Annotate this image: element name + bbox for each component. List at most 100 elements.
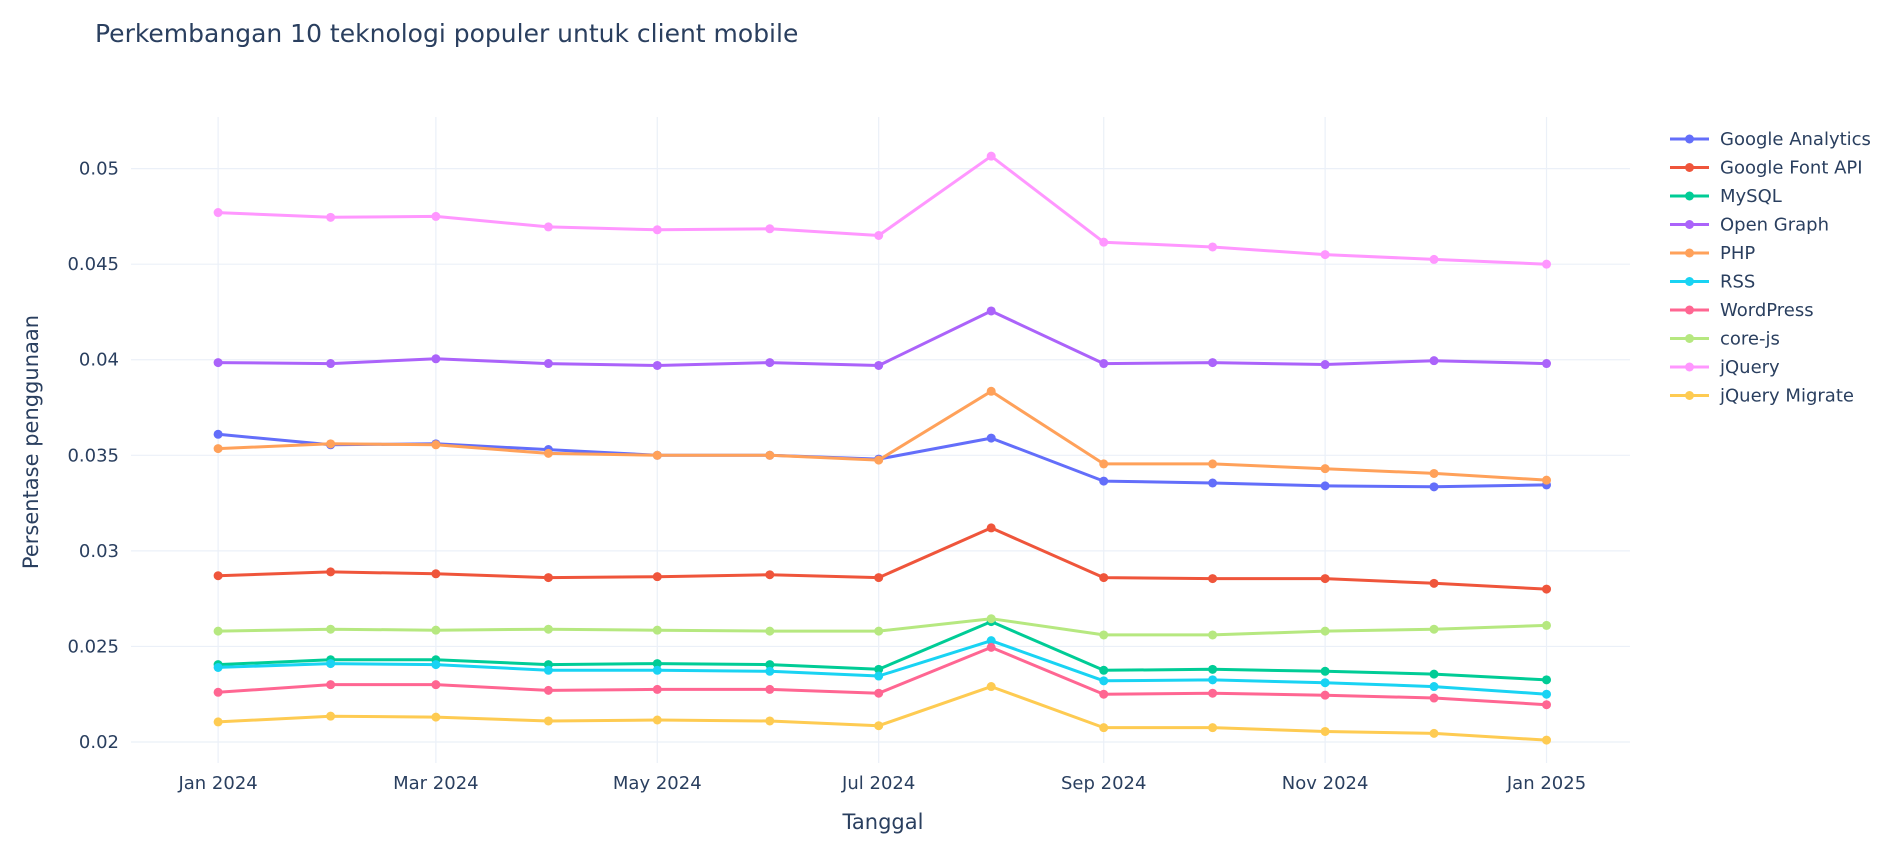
data-point[interactable] [1429,578,1439,588]
data-point[interactable] [1429,254,1439,264]
data-point[interactable] [1208,723,1218,733]
data-point[interactable] [543,573,553,583]
data-point[interactable] [543,685,553,695]
data-point[interactable] [213,626,223,636]
data-point[interactable] [213,571,223,581]
legend-item[interactable]: Google Font API [1670,158,1863,179]
data-point[interactable] [986,636,996,646]
data-point[interactable] [1320,360,1330,370]
data-point[interactable] [765,684,775,694]
data-point[interactable] [543,624,553,634]
data-point[interactable] [1542,259,1552,269]
data-point[interactable] [543,716,553,726]
legend-item[interactable]: WordPress [1670,300,1814,321]
legend-item[interactable]: PHP [1670,243,1755,264]
data-point[interactable] [326,680,336,690]
data-point[interactable] [1099,723,1109,733]
data-point[interactable] [326,439,336,449]
data-point[interactable] [213,662,223,672]
data-point[interactable] [874,230,884,240]
legend[interactable]: Google Analytics Google Font API MySQL Open… [1670,129,1871,407]
data-point[interactable] [986,682,996,692]
data-point[interactable] [1208,630,1218,640]
data-point[interactable] [1542,675,1552,685]
data-point[interactable] [874,671,884,681]
data-point[interactable] [213,717,223,727]
data-point[interactable] [874,573,884,583]
data-point[interactable] [1099,359,1109,369]
data-point[interactable] [874,626,884,636]
data-point[interactable] [326,659,336,669]
data-point[interactable] [652,715,662,725]
data-point[interactable] [1099,630,1109,640]
data-point[interactable] [652,659,662,669]
data-point[interactable] [1429,728,1439,738]
data-point[interactable] [1099,237,1109,247]
data-point[interactable] [986,433,996,443]
legend-item[interactable]: jQuery Migrate [1670,386,1854,407]
data-point[interactable] [652,684,662,694]
data-point[interactable] [1099,459,1109,469]
data-point[interactable] [1208,688,1218,698]
data-point[interactable] [431,440,441,450]
data-point[interactable] [874,664,884,674]
legend-item[interactable]: jQuery [1670,357,1780,378]
data-point[interactable] [543,448,553,458]
data-point[interactable] [326,359,336,369]
legend-item[interactable]: Google Analytics [1670,129,1871,150]
data-point[interactable] [1542,620,1552,630]
legend-item[interactable]: MySQL [1670,186,1782,207]
data-point[interactable] [1542,359,1552,369]
data-point[interactable] [1208,574,1218,584]
data-point[interactable] [431,625,441,635]
data-point[interactable] [874,721,884,731]
data-point[interactable] [213,444,223,454]
data-point[interactable] [431,712,441,722]
data-point[interactable] [1320,574,1330,584]
data-point[interactable] [1429,468,1439,478]
data-point[interactable] [765,224,775,234]
data-point[interactable] [986,386,996,396]
data-point[interactable] [213,429,223,439]
data-point[interactable] [986,523,996,533]
data-point[interactable] [652,625,662,635]
data-point[interactable] [1542,735,1552,745]
data-point[interactable] [213,358,223,368]
data-point[interactable] [986,614,996,624]
data-point[interactable] [1208,664,1218,674]
data-point[interactable] [652,360,662,370]
data-point[interactable] [543,665,553,675]
legend-item[interactable]: RSS [1670,272,1755,293]
data-point[interactable] [1208,242,1218,252]
data-point[interactable] [431,660,441,670]
data-point[interactable] [765,716,775,726]
data-point[interactable] [543,359,553,369]
data-point[interactable] [1320,464,1330,474]
data-point[interactable] [652,225,662,235]
data-point[interactable] [326,212,336,222]
data-point[interactable] [431,680,441,690]
data-point[interactable] [765,626,775,636]
data-point[interactable] [1542,700,1552,710]
data-point[interactable] [765,358,775,368]
data-point[interactable] [1099,476,1109,486]
legend-item[interactable]: core-js [1670,329,1780,350]
data-point[interactable] [1320,626,1330,636]
data-point[interactable] [652,572,662,582]
data-point[interactable] [765,660,775,670]
data-point[interactable] [765,450,775,460]
data-point[interactable] [1320,678,1330,688]
data-point[interactable] [1320,250,1330,260]
data-point[interactable] [986,642,996,652]
data-point[interactable] [765,570,775,580]
data-point[interactable] [1429,669,1439,679]
data-point[interactable] [652,450,662,460]
data-point[interactable] [652,665,662,675]
data-point[interactable] [1099,676,1109,686]
data-point[interactable] [1208,358,1218,368]
data-point[interactable] [1320,726,1330,736]
data-point[interactable] [1320,690,1330,700]
data-point[interactable] [326,567,336,577]
data-point[interactable] [431,354,441,364]
data-point[interactable] [1542,475,1552,485]
